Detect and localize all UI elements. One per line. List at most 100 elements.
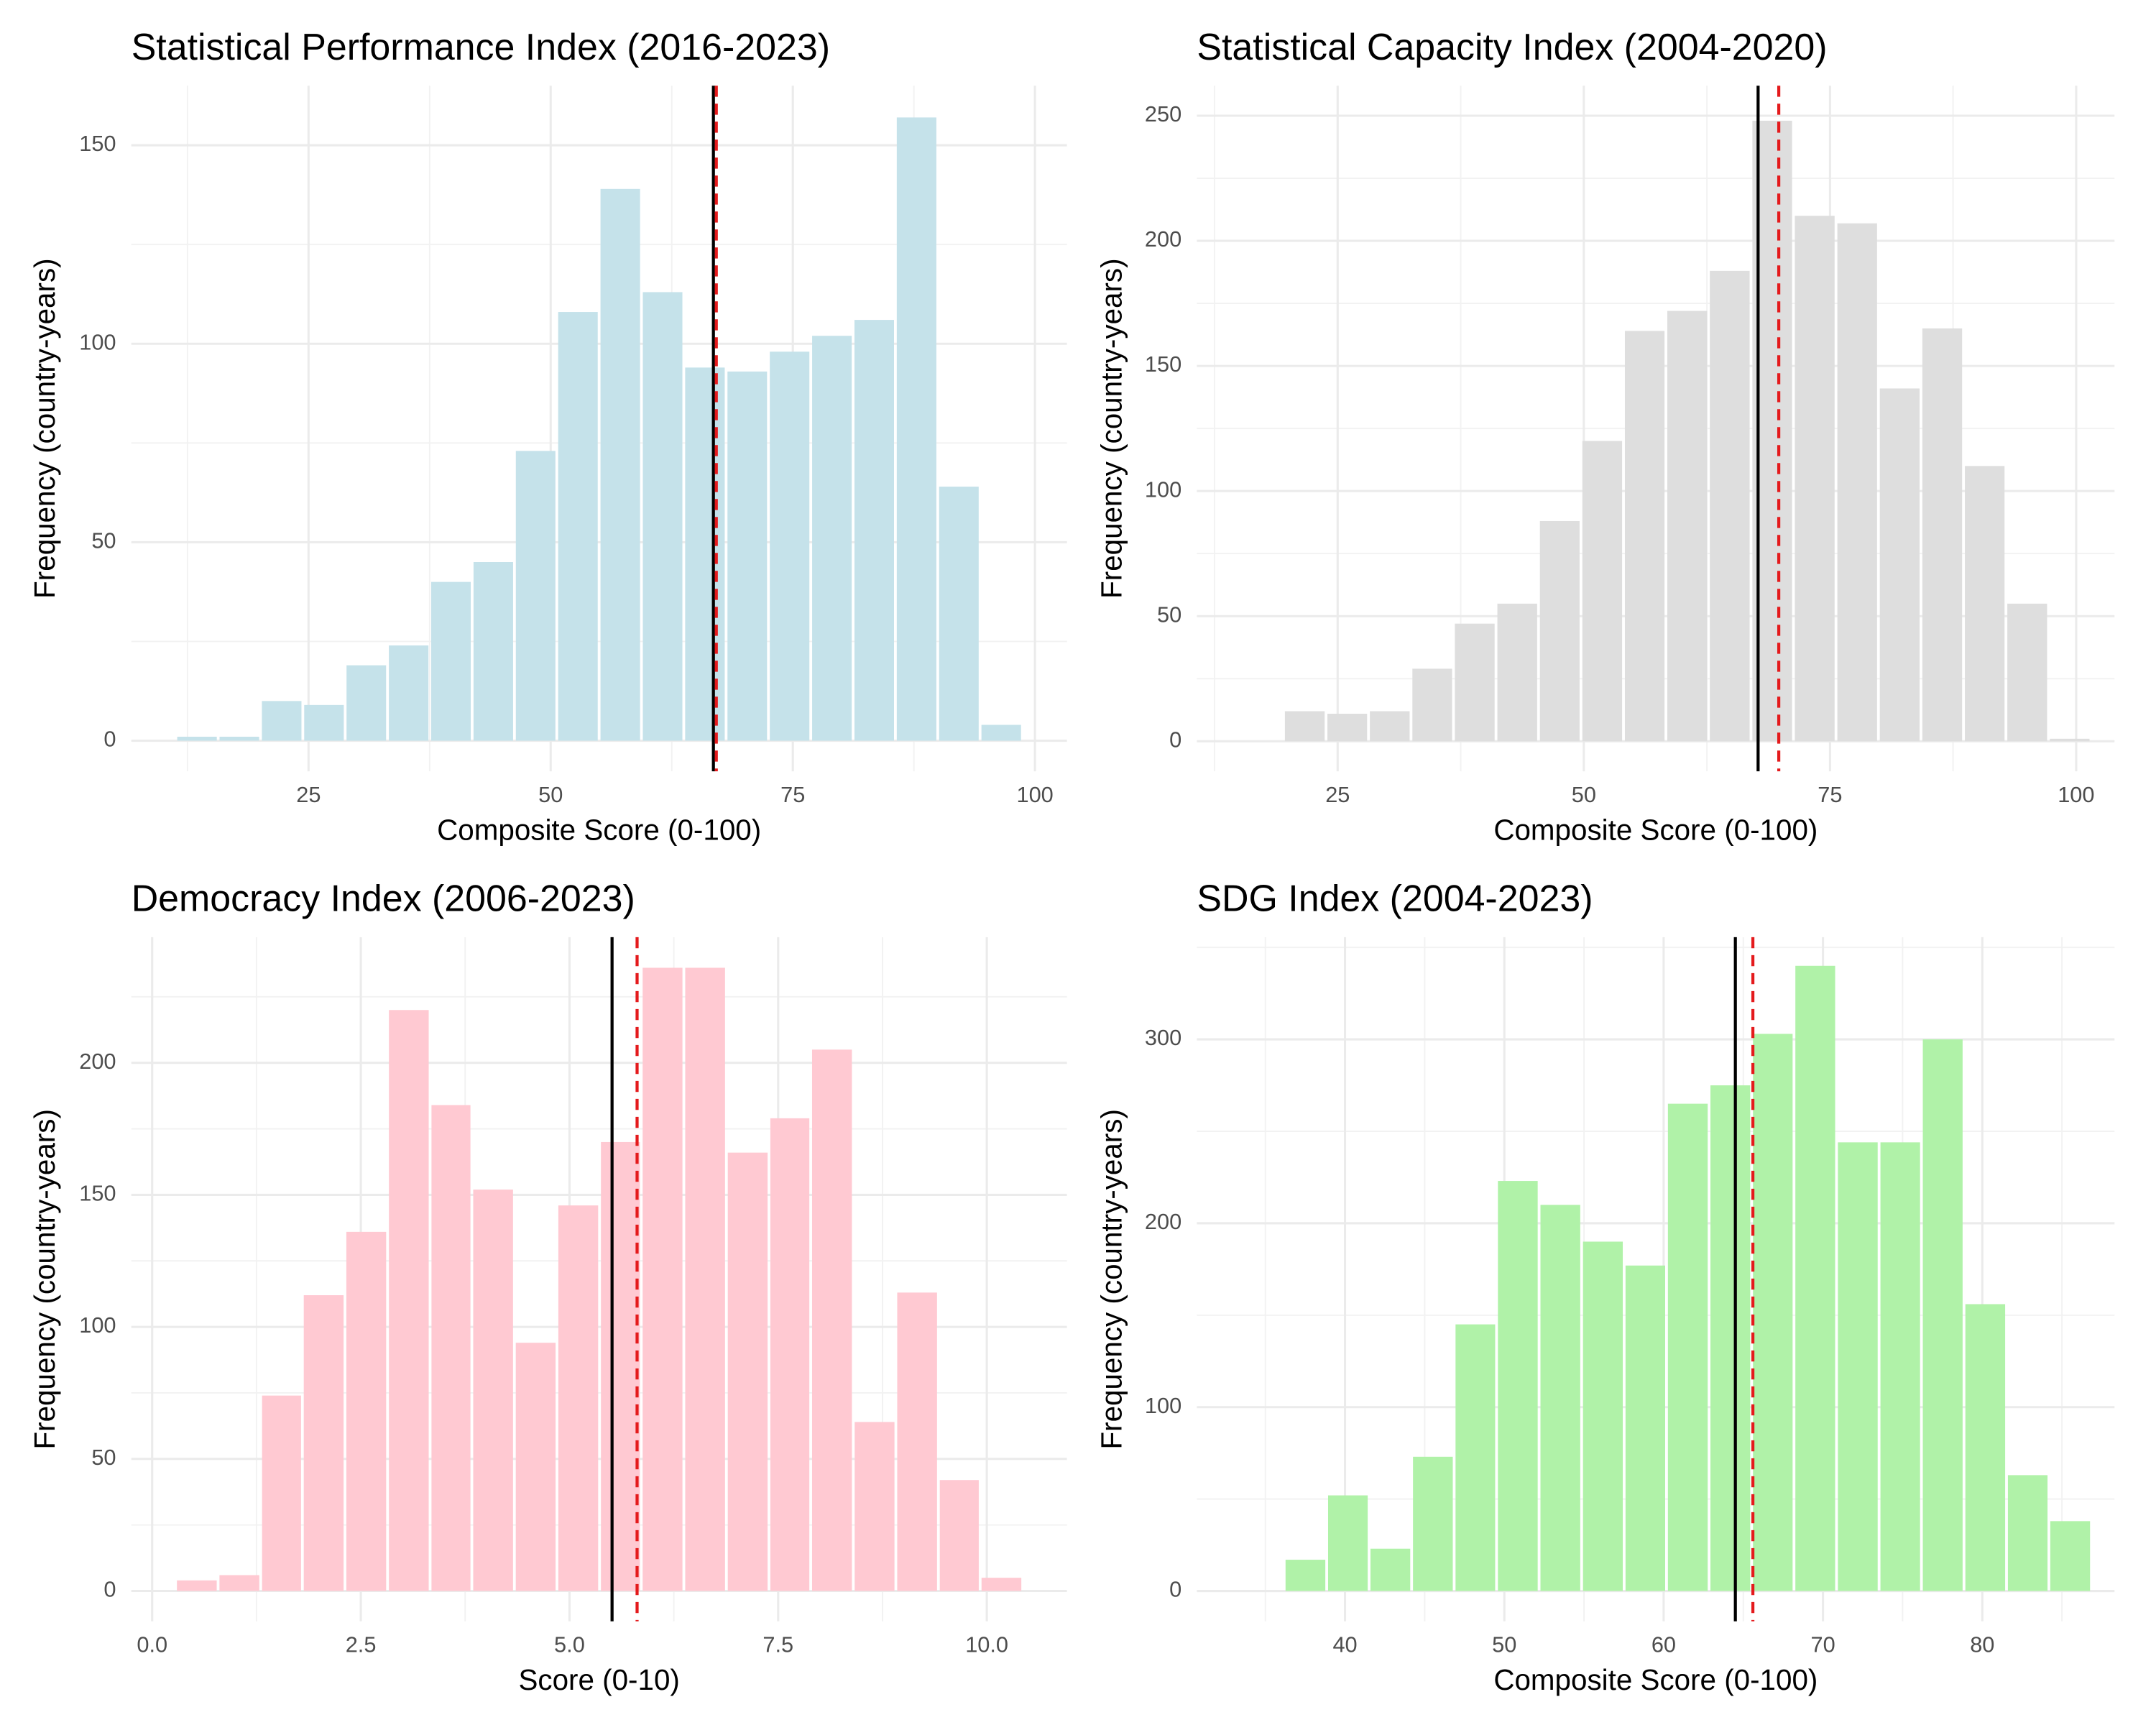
- x-tick-label: 10.0: [965, 1632, 1008, 1657]
- chart-title: SDG Index (2004-2023): [1197, 878, 1593, 920]
- bar: [1539, 520, 1580, 742]
- bar: [642, 292, 683, 741]
- y-tick-label: 200: [1145, 1209, 1181, 1234]
- bar: [558, 312, 598, 741]
- bar: [981, 1578, 1022, 1591]
- x-tick-label: 25: [296, 782, 321, 807]
- y-tick-label: 150: [79, 131, 116, 156]
- bar: [346, 1231, 387, 1591]
- x-tick-label: 100: [1016, 782, 1053, 807]
- bar: [1455, 1324, 1496, 1591]
- panel: SDG Index (2004-2023) Composite Score (0-…: [1095, 878, 2115, 1696]
- x-tick-label: 75: [780, 782, 805, 807]
- y-tick-label: 0: [103, 1577, 116, 1602]
- bar: [770, 1118, 810, 1591]
- bar: [811, 1049, 852, 1591]
- bar: [303, 1295, 344, 1591]
- y-tick-label: 100: [1145, 477, 1181, 502]
- chart-title: Democracy Index (2006-2023): [132, 878, 635, 920]
- bar: [558, 1205, 599, 1591]
- bar: [262, 701, 302, 741]
- bar: [2007, 1475, 2048, 1591]
- bar: [2050, 738, 2090, 742]
- bar: [1285, 1560, 1326, 1591]
- bar: [1879, 388, 1920, 742]
- bar: [685, 367, 725, 741]
- bar: [1498, 1181, 1538, 1591]
- y-axis-title: Frequency (country-years): [28, 1109, 61, 1449]
- y-tick-label: 0: [1169, 1577, 1181, 1602]
- chart-title: Statistical Capacity Index (2004-2020): [1197, 27, 1827, 68]
- bar: [431, 1105, 471, 1591]
- bar: [1284, 711, 1325, 742]
- x-tick-label: 70: [1811, 1632, 1835, 1657]
- y-tick-label: 0: [103, 727, 116, 752]
- x-tick-label: 60: [1651, 1632, 1676, 1657]
- y-tick-label: 50: [1157, 602, 1181, 627]
- bar: [515, 1343, 556, 1591]
- bar: [389, 1010, 429, 1591]
- y-tick-label: 300: [1145, 1025, 1181, 1050]
- bar: [219, 737, 259, 741]
- x-tick-label: 7.5: [763, 1632, 793, 1657]
- chart-title: Statistical Performance Index (2016-2023…: [132, 27, 830, 68]
- bar: [1412, 668, 1452, 742]
- x-axis-title: Score (0-10): [518, 1663, 679, 1696]
- bar: [177, 737, 217, 741]
- y-tick-label: 150: [79, 1181, 116, 1206]
- bar: [2007, 603, 2047, 742]
- bar: [1710, 1085, 1751, 1591]
- bar: [854, 1422, 895, 1591]
- y-tick-label: 100: [79, 1312, 116, 1338]
- bar: [1838, 1142, 1878, 1591]
- y-tick-label: 250: [1145, 101, 1181, 126]
- x-axis-title: Composite Score (0-100): [1493, 813, 1818, 846]
- x-tick-label: 80: [1970, 1632, 1994, 1657]
- bar: [939, 1480, 979, 1591]
- y-axis-title: Frequency (country-years): [1095, 1109, 1128, 1449]
- bar: [1795, 965, 1835, 1591]
- bar: [473, 562, 513, 741]
- bar: [981, 724, 1021, 741]
- panel: Statistical Capacity Index (2004-2020) Co…: [1095, 27, 2115, 846]
- bar: [2050, 1521, 2091, 1591]
- bar: [262, 1395, 301, 1591]
- bar: [727, 1152, 768, 1591]
- x-tick-label: 50: [538, 782, 563, 807]
- x-axis-title: Composite Score (0-100): [437, 813, 761, 846]
- panel: Democracy Index (2006-2023) Score (0-10) F…: [28, 878, 1067, 1696]
- bar: [1965, 466, 2005, 742]
- bar: [1327, 714, 1368, 742]
- bar: [219, 1575, 259, 1591]
- bar: [473, 1190, 513, 1591]
- x-tick-label: 50: [1572, 782, 1596, 807]
- bar: [1327, 1495, 1368, 1591]
- bar: [1753, 1034, 1793, 1591]
- bar: [601, 1141, 640, 1591]
- x-tick-label: 40: [1332, 1632, 1357, 1657]
- x-tick-label: 50: [1492, 1632, 1516, 1657]
- bar: [812, 336, 852, 741]
- bar: [1667, 1103, 1708, 1591]
- bar: [897, 1292, 937, 1591]
- bar: [685, 967, 725, 1591]
- bar: [642, 967, 683, 1591]
- y-tick-label: 100: [1145, 1393, 1181, 1418]
- y-tick-label: 50: [91, 1445, 116, 1470]
- x-tick-label: 2.5: [346, 1632, 377, 1657]
- bar: [1710, 270, 1750, 742]
- bar: [1413, 1456, 1453, 1591]
- bar: [854, 320, 895, 741]
- bar: [1922, 1039, 1963, 1591]
- bar: [1965, 1304, 2006, 1591]
- y-tick-label: 200: [1145, 226, 1181, 252]
- bar: [1880, 1142, 1920, 1591]
- bar: [1625, 1265, 1665, 1591]
- panel: Statistical Performance Index (2016-2023…: [28, 27, 1067, 846]
- bar: [1370, 711, 1410, 742]
- x-tick-label: 0.0: [137, 1632, 167, 1657]
- bar: [600, 188, 640, 741]
- bar: [177, 1580, 217, 1591]
- bar: [896, 117, 936, 741]
